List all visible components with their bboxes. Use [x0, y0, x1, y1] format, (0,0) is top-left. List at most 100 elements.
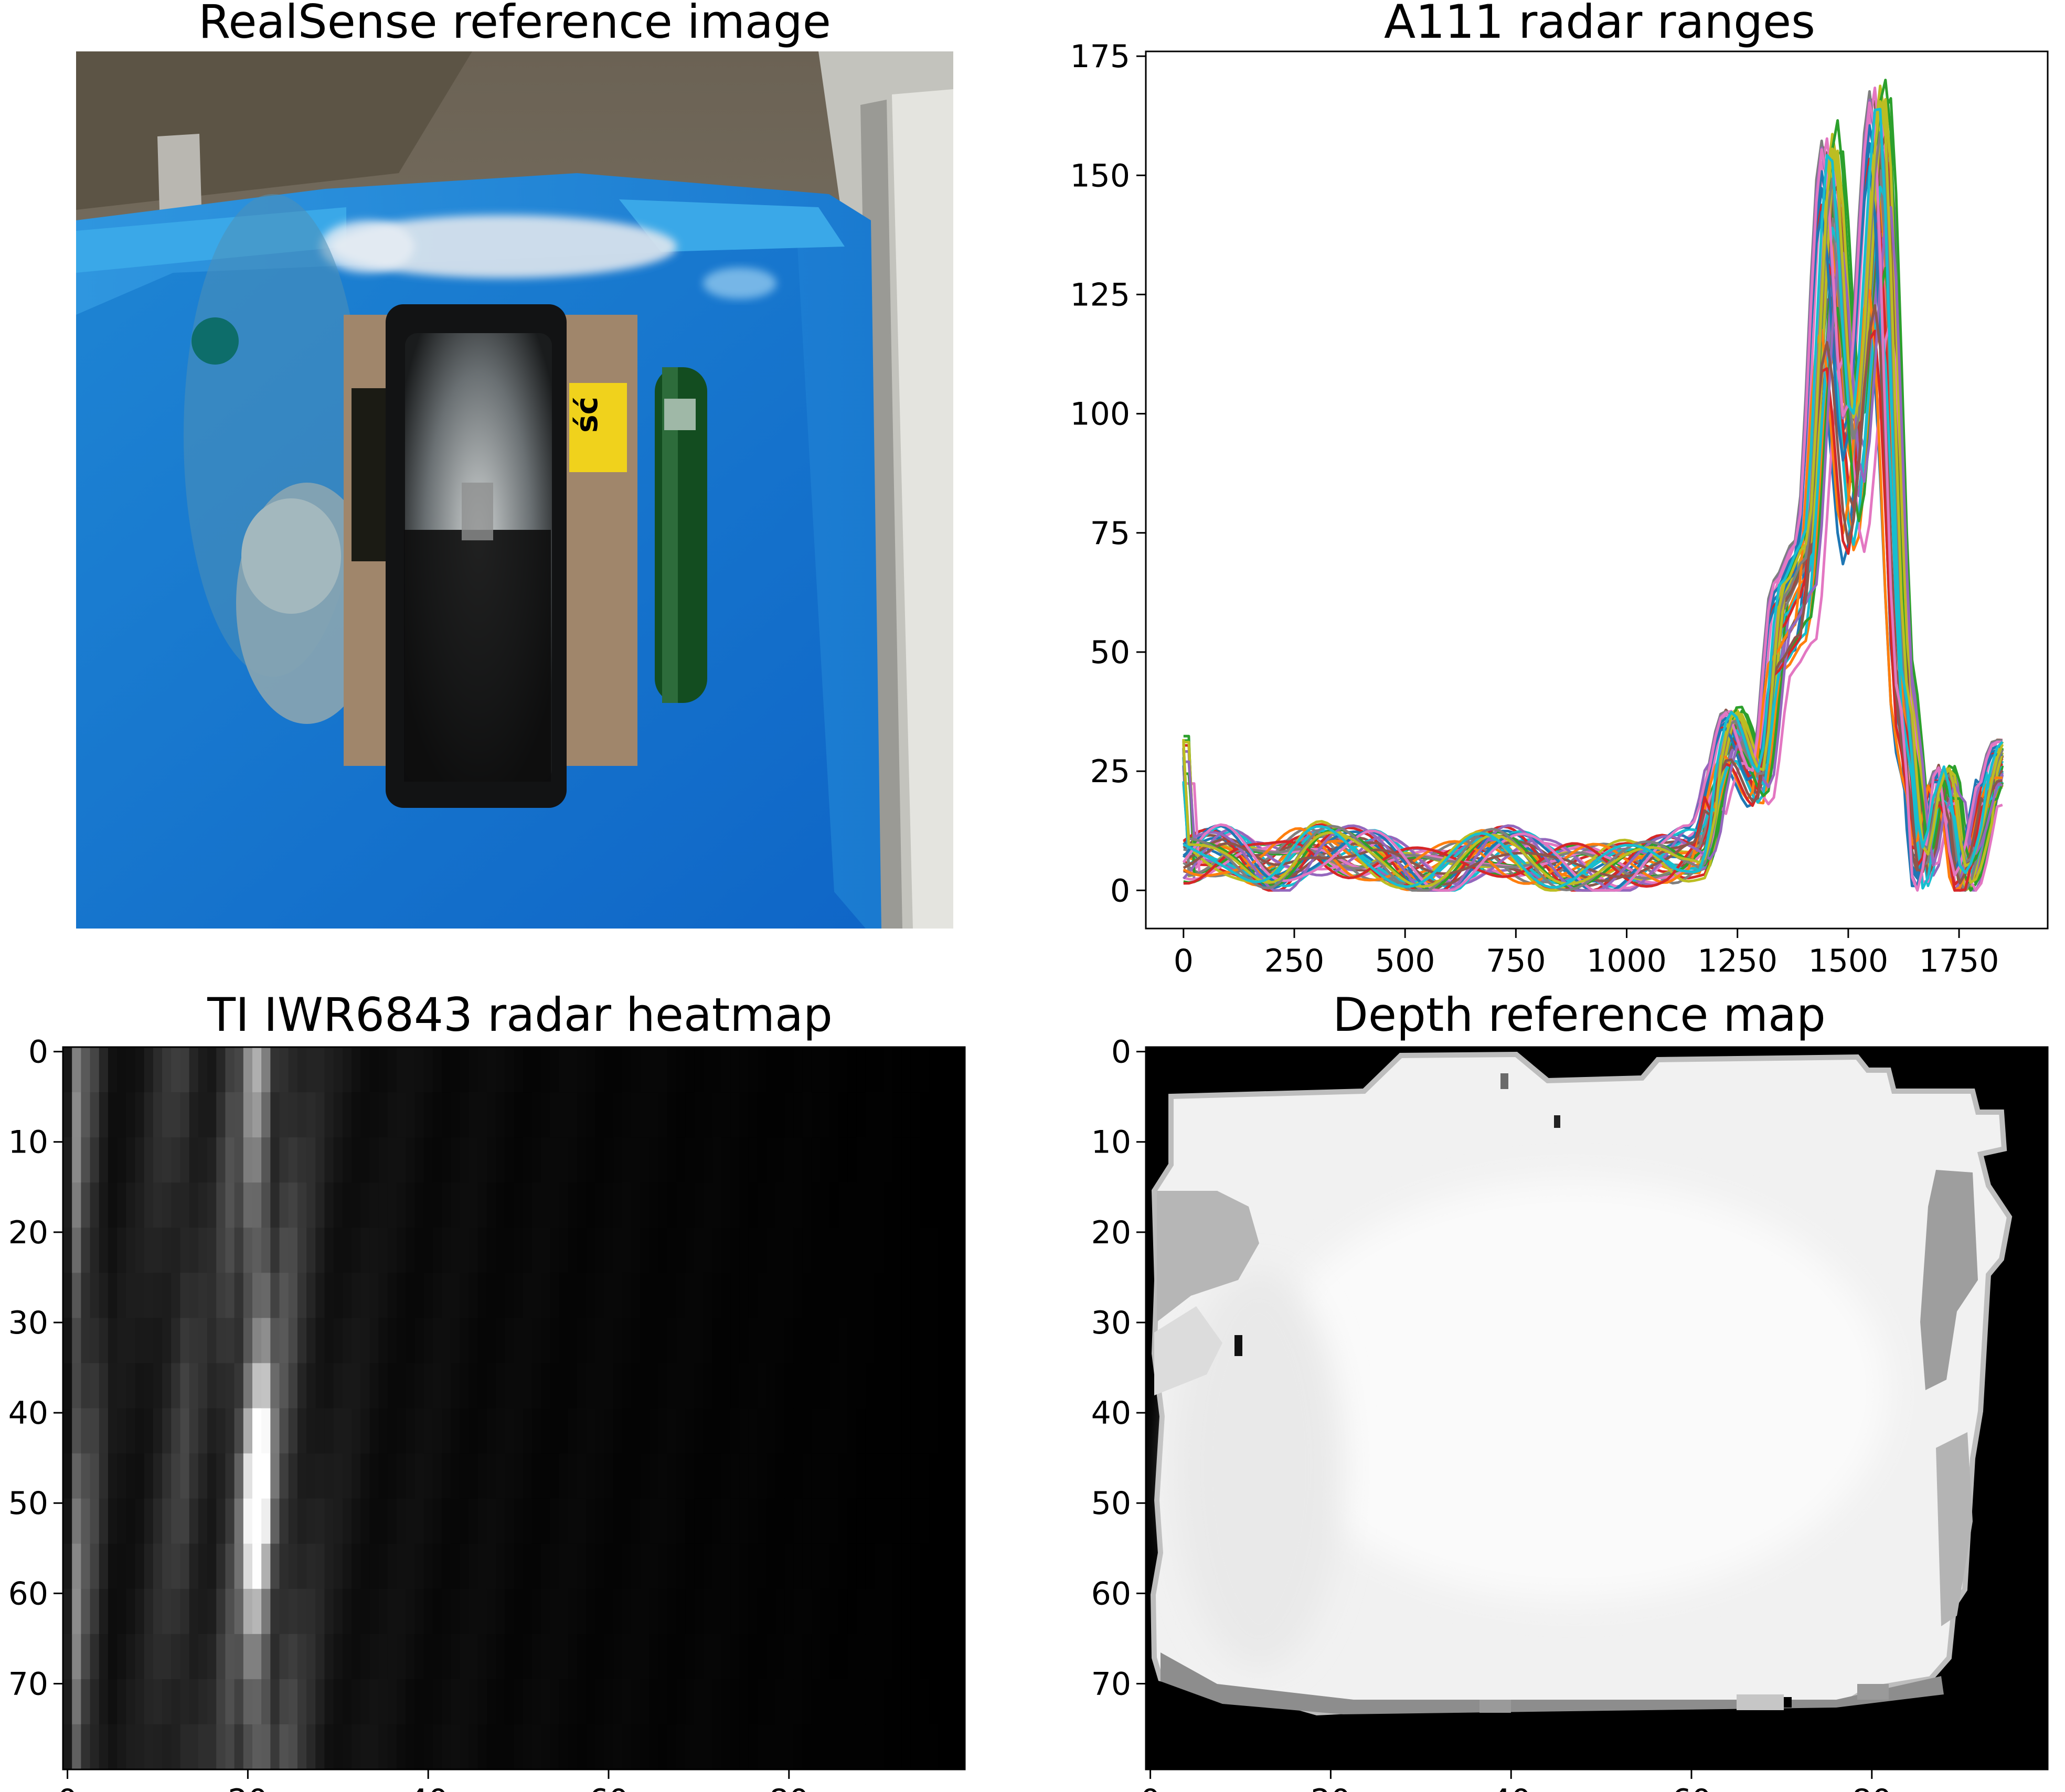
heatmap-cell — [613, 1498, 623, 1544]
heatmap-cell — [414, 1182, 424, 1228]
heatmap-cell — [406, 1634, 416, 1680]
heatmap-cell — [929, 1724, 939, 1770]
radar-range-series-line — [1182, 100, 2004, 888]
x-tick-label: 0 — [1174, 943, 1194, 979]
heatmap-cell — [667, 1543, 677, 1590]
heatmap-cell — [261, 1498, 271, 1544]
heatmap-cell — [694, 1318, 704, 1364]
heatmap-cell — [352, 1273, 361, 1318]
heatmap-cell — [568, 1228, 578, 1273]
heatmap-cell — [920, 1408, 929, 1454]
heatmap-cell — [153, 1408, 163, 1454]
heatmap-cell — [568, 1588, 578, 1635]
heatmap-cell — [279, 1273, 289, 1318]
heatmap-cell — [613, 1273, 623, 1318]
heatmap-cell — [685, 1543, 695, 1590]
heatmap-cell — [451, 1137, 460, 1183]
heatmap-cell — [811, 1137, 821, 1183]
heatmap-cell — [333, 1498, 343, 1544]
heatmap-cell — [946, 1408, 956, 1454]
heatmap-cell — [406, 1182, 416, 1228]
heatmap-cell — [514, 1318, 524, 1364]
heatmap-cell — [423, 1724, 433, 1770]
heatmap-cell — [721, 1634, 731, 1680]
heatmap-cell — [288, 1408, 298, 1454]
heatmap-cell — [604, 1092, 614, 1138]
heatmap-cell — [333, 1453, 343, 1499]
heatmap-cell — [703, 1588, 713, 1635]
heatmap-cell — [108, 1363, 118, 1409]
heatmap-cell — [938, 1363, 948, 1409]
heatmap-cell — [406, 1273, 416, 1318]
heatmap-cell — [676, 1543, 686, 1590]
heatmap-cell — [577, 1137, 587, 1183]
heatmap-cell — [297, 1634, 307, 1680]
heatmap-cell — [802, 1318, 812, 1364]
heatmap-cell — [531, 1318, 541, 1364]
heatmap-cell — [90, 1363, 100, 1409]
heatmap-cell — [884, 1228, 893, 1273]
heatmap-cell — [622, 1634, 632, 1680]
heatmap-cell — [901, 1047, 911, 1093]
heatmap-cell — [694, 1679, 704, 1725]
heatmap-cell — [342, 1092, 352, 1138]
heatmap-cell — [378, 1408, 388, 1454]
heatmap-cell — [505, 1092, 515, 1138]
heatmap-cell — [811, 1047, 821, 1093]
heatmap-cell — [622, 1543, 632, 1590]
heatmap-cell — [72, 1363, 81, 1409]
heatmap-cell — [505, 1228, 515, 1273]
heatmap-cell — [694, 1724, 704, 1770]
heatmap-cell — [856, 1273, 866, 1318]
heatmap-cell — [910, 1318, 920, 1364]
heatmap-cell — [81, 1182, 91, 1228]
heatmap-cell — [324, 1273, 334, 1318]
heatmap-cell — [884, 1724, 893, 1770]
heatmap-cell — [613, 1092, 623, 1138]
heatmap-cell — [694, 1498, 704, 1544]
heatmap-cell — [901, 1498, 911, 1544]
heatmap-cell — [397, 1092, 406, 1138]
heatmap-cell — [604, 1588, 614, 1635]
heatmap-cell — [486, 1679, 496, 1725]
heatmap-cell — [730, 1543, 740, 1590]
heatmap-cell — [910, 1588, 920, 1635]
heatmap-cell — [72, 1273, 81, 1318]
heatmap-cell — [81, 1363, 91, 1409]
heatmap-cell — [559, 1588, 569, 1635]
heatmap-cell — [676, 1724, 686, 1770]
heatmap-cell — [775, 1588, 785, 1635]
heatmap-cell — [324, 1228, 334, 1273]
heatmap-cell — [730, 1724, 740, 1770]
heatmap-cell — [189, 1498, 199, 1544]
heatmap-cell — [63, 1543, 72, 1590]
heatmap-cell — [342, 1588, 352, 1635]
heatmap-cell — [162, 1047, 172, 1093]
heatmap-cell — [270, 1408, 280, 1454]
heatmap-cell — [469, 1724, 478, 1770]
heatmap-cell — [441, 1273, 451, 1318]
heatmap-cell — [604, 1543, 614, 1590]
heatmap-cell — [369, 1498, 379, 1544]
heatmap-cell — [649, 1318, 659, 1364]
heatmap-cell — [460, 1453, 470, 1499]
heatmap-cell — [541, 1363, 550, 1409]
heatmap-cell — [297, 1724, 307, 1770]
heatmap-cell — [622, 1363, 632, 1409]
heatmap-cell — [108, 1453, 118, 1499]
heatmap-cell — [397, 1408, 406, 1454]
heatmap-cell — [577, 1724, 587, 1770]
heatmap-cell — [397, 1047, 406, 1093]
heatmap-cell — [81, 1273, 91, 1318]
heatmap-cell — [360, 1543, 370, 1590]
heatmap-cell — [820, 1634, 830, 1680]
heatmap-cell — [712, 1092, 722, 1138]
heatmap-cell — [757, 1543, 767, 1590]
heatmap-cell — [676, 1363, 686, 1409]
heatmap-cell — [901, 1724, 911, 1770]
heatmap-cell — [243, 1363, 253, 1409]
heatmap-cell — [676, 1228, 686, 1273]
heatmap-cell — [90, 1634, 100, 1680]
heatmap-cell — [703, 1318, 713, 1364]
heatmap-cell — [261, 1318, 271, 1364]
